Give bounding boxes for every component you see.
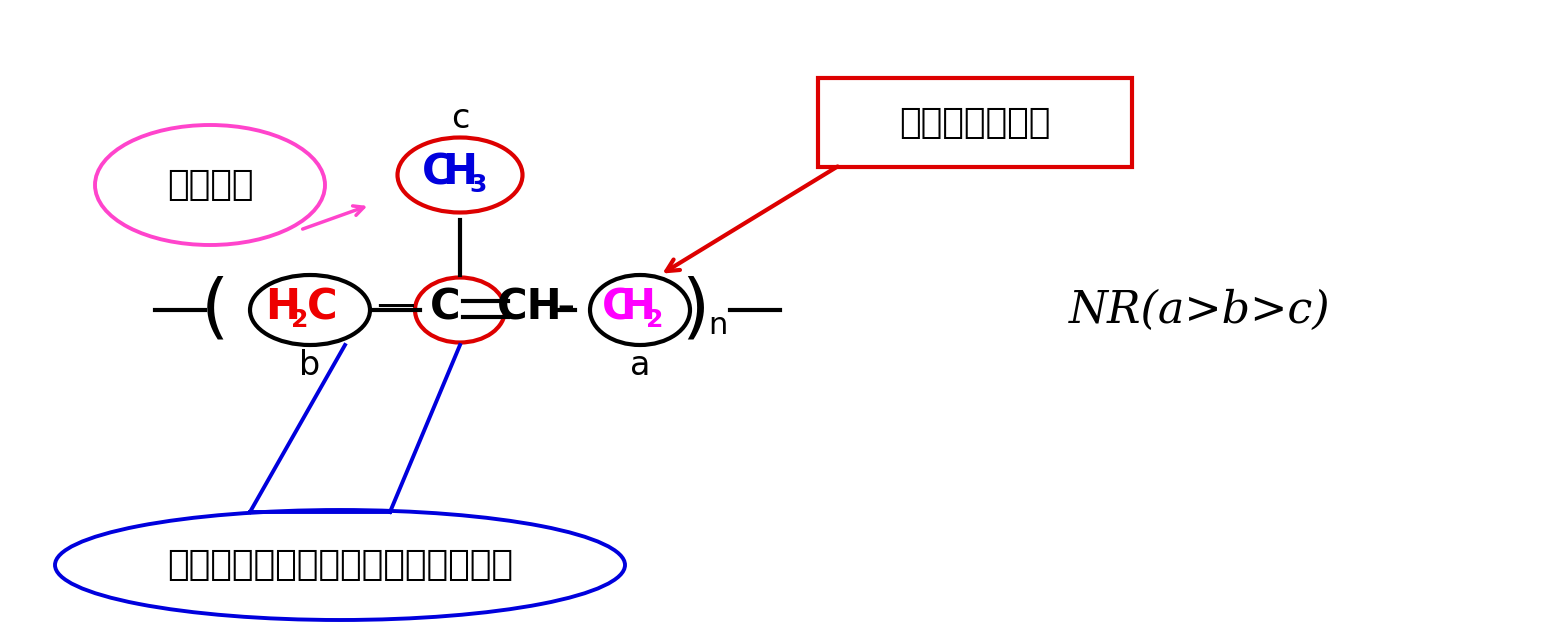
Text: –: – (558, 289, 575, 323)
Text: C: C (422, 151, 452, 193)
Text: H: H (620, 286, 656, 328)
Text: 供电子基: 供电子基 (167, 168, 254, 202)
Text: C: C (601, 286, 633, 328)
Text: 3: 3 (469, 173, 486, 197)
Text: n: n (709, 310, 728, 339)
Text: 2: 2 (291, 308, 308, 332)
Text: c: c (450, 102, 469, 134)
Text: (: ( (201, 275, 229, 344)
Text: 活泼，易被取代: 活泼，易被取代 (899, 106, 1050, 140)
Text: H: H (265, 286, 301, 328)
Text: b: b (299, 349, 321, 381)
Text: a: a (629, 349, 650, 381)
Text: CH: CH (497, 286, 562, 328)
Text: —: — (377, 286, 416, 324)
Text: NR(a>b>c): NR(a>b>c) (1069, 289, 1331, 332)
Text: 2: 2 (647, 308, 664, 332)
Text: C: C (307, 286, 338, 328)
Text: ): ) (681, 275, 709, 344)
Text: H: H (442, 151, 477, 193)
Text: 氧气、臭氧、强氧化剂、腐蚀性介质: 氧气、臭氧、强氧化剂、腐蚀性介质 (167, 548, 513, 582)
Text: C: C (430, 286, 460, 328)
